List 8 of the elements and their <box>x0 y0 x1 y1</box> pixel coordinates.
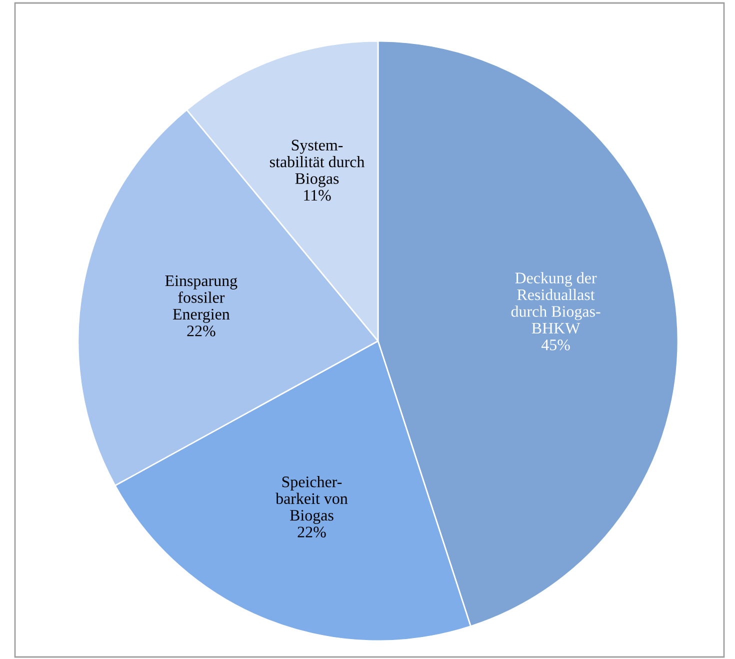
slice-label: System- stabilität durch Biogas <box>270 140 364 188</box>
data-label: 11% <box>304 190 331 201</box>
data-label: 45% <box>541 340 570 350</box>
data-label: 22% <box>298 526 326 538</box>
slice-label: Deckung der Residuallast durch Biogas- BHKW <box>511 272 600 334</box>
data-label: 22% <box>187 326 216 336</box>
slice-label: Einsparung fossiler Energien <box>165 275 238 323</box>
slice-label: Speicher- barkeit von Biogas <box>276 476 348 524</box>
